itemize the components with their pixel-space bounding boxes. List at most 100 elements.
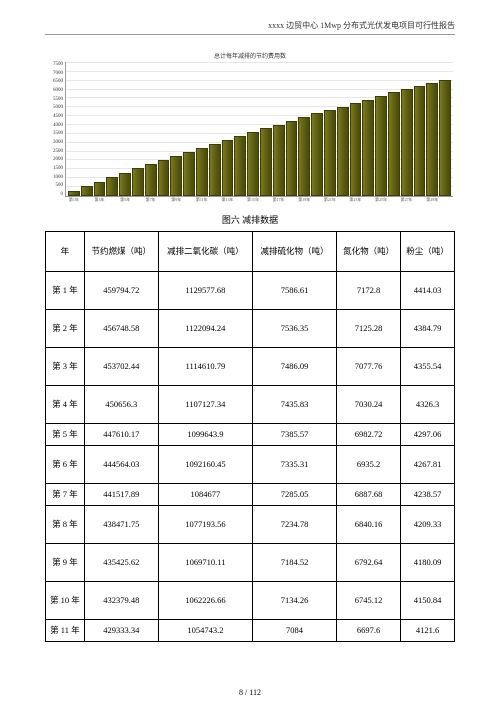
table-cell: 447610.17 <box>84 424 158 446</box>
bar: 第11年 <box>196 148 208 196</box>
table-cell: 4121.6 <box>401 620 455 642</box>
table-cell: 435425.62 <box>84 544 158 582</box>
x-tick: 第11年 <box>196 197 208 203</box>
page-sep: / <box>245 688 247 697</box>
x-tick: 第27年 <box>401 197 413 203</box>
table-row: 第 6 年444564.031092160.457335.316935.2426… <box>46 446 455 484</box>
bar <box>439 80 451 196</box>
bar: 第21年 <box>324 110 336 196</box>
table-cell: 第 2 年 <box>46 310 85 348</box>
x-tick: 第21年 <box>324 197 336 203</box>
table-cell: 1054743.2 <box>158 620 252 642</box>
table-row: 第 1 年459794.721129577.687586.617172.8441… <box>46 272 455 310</box>
y-tick: 4500 <box>47 114 63 119</box>
table-cell: 4267.81 <box>401 446 455 484</box>
bar <box>286 121 298 196</box>
bar <box>106 177 118 196</box>
y-axis: 7500700065006000550050004500400035003000… <box>47 62 65 197</box>
bar <box>158 160 170 196</box>
bar <box>132 168 144 196</box>
bar: 第3年 <box>94 182 106 196</box>
table-cell: 7335.31 <box>253 446 337 484</box>
page-total: 112 <box>249 688 261 697</box>
table-cell: 4326.3 <box>401 386 455 424</box>
bar <box>337 107 349 197</box>
table-cell: 7435.83 <box>253 386 337 424</box>
y-tick: 1000 <box>47 175 63 180</box>
y-tick: 4000 <box>47 123 63 128</box>
bar: 第27年 <box>401 89 413 196</box>
page-footer: 8 / 112 <box>0 688 500 697</box>
x-tick: 第3年 <box>94 197 104 203</box>
x-tick: 第9年 <box>171 197 181 203</box>
table-row: 第 8 年438471.751077193.567234.786840.1642… <box>46 506 455 544</box>
table-cell: 6982.72 <box>337 424 401 446</box>
bar <box>362 100 374 196</box>
y-tick: 7500 <box>47 62 63 67</box>
table-cell: 7536.35 <box>253 310 337 348</box>
bar-chart: 7500700065006000550050004500400035003000… <box>47 62 453 197</box>
table-cell: 7134.26 <box>253 582 337 620</box>
y-tick: 500 <box>47 183 63 188</box>
figure-caption: 图六 减排数据 <box>45 213 455 226</box>
table-cell: 450656.3 <box>84 386 158 424</box>
col-coal: 节约燃煤（吨） <box>84 232 158 272</box>
bar: 第19年 <box>298 117 310 196</box>
bar: 第25年 <box>375 96 387 196</box>
table-cell: 1077193.56 <box>158 506 252 544</box>
bar <box>183 152 195 196</box>
table-cell: 4384.79 <box>401 310 455 348</box>
table-body: 第 1 年459794.721129577.687586.617172.8441… <box>46 272 455 642</box>
x-tick: 第29年 <box>426 197 438 203</box>
bar: 第29年 <box>426 83 438 196</box>
bar: 第13年 <box>222 140 234 196</box>
table-cell: 1099643.9 <box>158 424 252 446</box>
table-cell: 4355.54 <box>401 348 455 386</box>
chart-container: 总计每年减排的节约费用数 750070006500600055005000450… <box>45 47 455 199</box>
table-cell: 1084677 <box>158 484 252 506</box>
col-sulfur: 减排硫化物（吨） <box>253 232 337 272</box>
table-cell: 4180.09 <box>401 544 455 582</box>
table-cell: 第 11 年 <box>46 620 85 642</box>
emissions-table: 年 节约燃煤（吨） 减排二氧化碳（吨） 减排硫化物（吨） 氮化物（吨） 粉尘（吨… <box>45 231 455 642</box>
table-cell: 7234.78 <box>253 506 337 544</box>
x-tick: 第19年 <box>298 197 310 203</box>
x-tick: 第1年 <box>69 197 79 203</box>
table-cell: 6745.12 <box>337 582 401 620</box>
x-tick: 第23年 <box>349 197 361 203</box>
table-cell: 438471.75 <box>84 506 158 544</box>
y-tick: 7000 <box>47 71 63 76</box>
table-cell: 7084 <box>253 620 337 642</box>
bar: 第9年 <box>170 156 182 196</box>
bar: 第17年 <box>273 125 285 196</box>
page-number: 8 <box>239 688 243 697</box>
table-cell: 第 8 年 <box>46 506 85 544</box>
y-tick: 2500 <box>47 149 63 154</box>
table-cell: 第 1 年 <box>46 272 85 310</box>
table-header-row: 年 节约燃煤（吨） 减排二氧化碳（吨） 减排硫化物（吨） 氮化物（吨） 粉尘（吨… <box>46 232 455 272</box>
bar <box>311 113 323 196</box>
table-cell: 7125.28 <box>337 310 401 348</box>
table-cell: 4414.03 <box>401 272 455 310</box>
table-row: 第 5 年447610.171099643.97385.576982.72429… <box>46 424 455 446</box>
bar <box>234 136 246 196</box>
x-tick: 第5年 <box>120 197 130 203</box>
y-tick: 6000 <box>47 88 63 93</box>
table-cell: 453702.44 <box>84 348 158 386</box>
bar <box>209 144 221 196</box>
y-tick: 5500 <box>47 97 63 102</box>
table-cell: 第 6 年 <box>46 446 85 484</box>
table-cell: 429333.34 <box>84 620 158 642</box>
table-row: 第 2 年456748.581122094.247536.357125.2843… <box>46 310 455 348</box>
x-tick: 第17年 <box>273 197 285 203</box>
table-cell: 1062226.66 <box>158 582 252 620</box>
table-cell: 第 4 年 <box>46 386 85 424</box>
x-tick: 第15年 <box>247 197 259 203</box>
table-row: 第 7 年441517.8910846777285.056887.684238.… <box>46 484 455 506</box>
y-tick: 1500 <box>47 166 63 171</box>
table-cell: 第 9 年 <box>46 544 85 582</box>
bar <box>81 186 93 196</box>
table-cell: 6935.2 <box>337 446 401 484</box>
table-cell: 4297.06 <box>401 424 455 446</box>
x-tick: 第25年 <box>375 197 387 203</box>
